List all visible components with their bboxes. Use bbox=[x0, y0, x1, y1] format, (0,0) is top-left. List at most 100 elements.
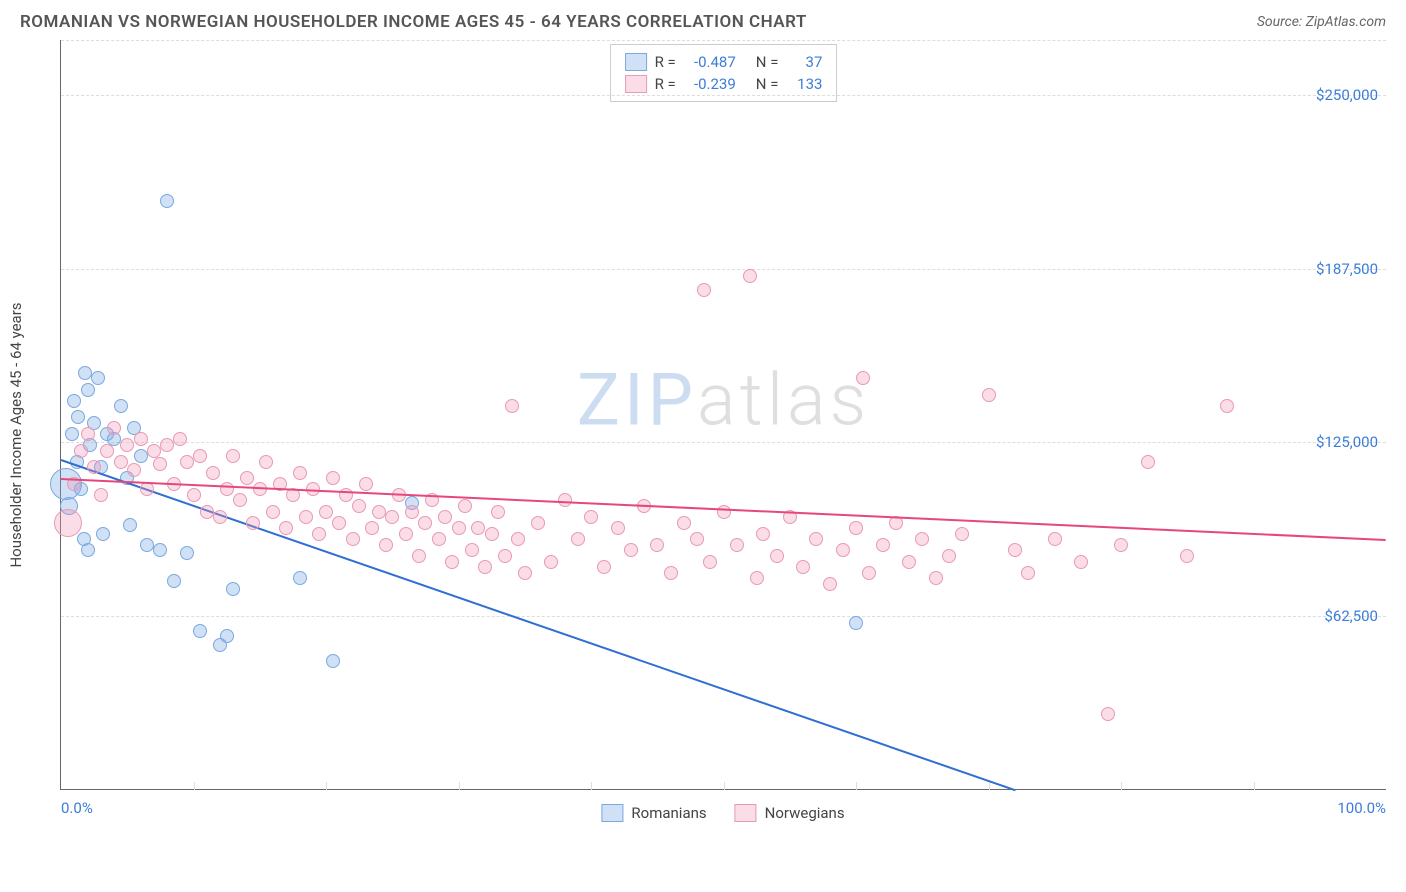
data-point-norwegians bbox=[153, 457, 167, 471]
swatch-norwegians bbox=[625, 75, 647, 93]
data-point-romanians bbox=[71, 410, 85, 424]
data-point-romanians bbox=[65, 427, 79, 441]
data-point-norwegians bbox=[87, 460, 101, 474]
chart-container: Householder Income Ages 45 - 64 years ZI… bbox=[60, 40, 1386, 830]
data-point-norwegians bbox=[160, 438, 174, 452]
x-tick bbox=[1254, 782, 1255, 790]
data-point-norwegians bbox=[206, 466, 220, 480]
data-point-norwegians bbox=[266, 505, 280, 519]
data-point-norwegians bbox=[485, 527, 499, 541]
data-point-romanians bbox=[326, 654, 340, 668]
x-tick-min: 0.0% bbox=[61, 799, 93, 817]
data-point-norwegians bbox=[511, 532, 525, 546]
legend-label: Norwegians bbox=[765, 804, 845, 822]
chart-title: ROMANIAN VS NORWEGIAN HOUSEHOLDER INCOME… bbox=[20, 12, 807, 32]
data-point-romanians bbox=[91, 371, 105, 385]
data-point-romanians bbox=[153, 543, 167, 557]
data-point-norwegians bbox=[359, 477, 373, 491]
data-point-norwegians bbox=[624, 543, 638, 557]
data-point-norwegians bbox=[465, 543, 479, 557]
data-point-norwegians bbox=[326, 471, 340, 485]
x-tick bbox=[459, 782, 460, 790]
data-point-norwegians bbox=[458, 499, 472, 513]
data-point-norwegians bbox=[114, 455, 128, 469]
data-point-norwegians bbox=[1114, 538, 1128, 552]
data-point-romanians bbox=[114, 399, 128, 413]
data-point-norwegians bbox=[81, 427, 95, 441]
data-point-norwegians bbox=[650, 538, 664, 552]
data-point-norwegians bbox=[796, 560, 810, 574]
data-point-norwegians bbox=[120, 438, 134, 452]
data-point-norwegians bbox=[836, 543, 850, 557]
data-point-norwegians bbox=[180, 455, 194, 469]
data-point-romanians bbox=[849, 616, 863, 630]
bottom-legend: RomaniansNorwegians bbox=[601, 804, 844, 822]
data-point-norwegians bbox=[697, 283, 711, 297]
y-axis-label: Householder Income Ages 45 - 64 years bbox=[7, 302, 25, 567]
x-tick bbox=[856, 782, 857, 790]
data-point-norwegians bbox=[352, 499, 366, 513]
data-point-norwegians bbox=[107, 421, 121, 435]
watermark-atlas: atlas bbox=[697, 357, 870, 442]
data-point-norwegians bbox=[193, 449, 207, 463]
gridline-h bbox=[61, 95, 1386, 96]
x-tick bbox=[724, 782, 725, 790]
data-point-norwegians bbox=[478, 560, 492, 574]
data-point-norwegians bbox=[677, 516, 691, 530]
data-point-norwegians bbox=[200, 505, 214, 519]
stat-r-label: R = bbox=[655, 75, 676, 93]
data-point-romanians bbox=[180, 546, 194, 560]
data-point-norwegians bbox=[876, 538, 890, 552]
data-point-norwegians bbox=[319, 505, 333, 519]
y-tick-label: $125,000 bbox=[1316, 433, 1378, 451]
data-point-norwegians bbox=[544, 555, 558, 569]
data-point-norwegians bbox=[1021, 566, 1035, 580]
data-point-norwegians bbox=[1180, 549, 1194, 563]
data-point-norwegians bbox=[505, 399, 519, 413]
data-point-norwegians bbox=[498, 549, 512, 563]
data-point-norwegians bbox=[94, 488, 108, 502]
data-point-norwegians bbox=[299, 510, 313, 524]
data-point-norwegians bbox=[379, 538, 393, 552]
data-point-norwegians bbox=[1048, 532, 1062, 546]
legend-item-norwegians: Norwegians bbox=[735, 804, 845, 822]
data-point-norwegians bbox=[240, 471, 254, 485]
data-point-norwegians bbox=[372, 505, 386, 519]
data-point-norwegians bbox=[743, 269, 757, 283]
data-point-norwegians bbox=[471, 521, 485, 535]
data-point-norwegians bbox=[571, 532, 585, 546]
data-point-romanians bbox=[78, 366, 92, 380]
data-point-norwegians bbox=[332, 516, 346, 530]
data-point-norwegians bbox=[385, 510, 399, 524]
data-point-norwegians bbox=[226, 449, 240, 463]
data-point-norwegians bbox=[849, 521, 863, 535]
data-point-norwegians bbox=[312, 527, 326, 541]
data-point-norwegians bbox=[74, 444, 88, 458]
data-point-norwegians bbox=[982, 388, 996, 402]
gridline-h bbox=[61, 269, 1386, 270]
swatch-norwegians bbox=[735, 804, 757, 822]
data-point-norwegians bbox=[127, 463, 141, 477]
watermark: ZIPatlas bbox=[577, 357, 870, 442]
data-point-norwegians bbox=[365, 521, 379, 535]
data-point-norwegians bbox=[770, 549, 784, 563]
stats-row-romanians: R =-0.487N =37 bbox=[625, 51, 823, 73]
y-tick-label: $62,500 bbox=[1324, 607, 1378, 625]
stat-n-value: 37 bbox=[786, 53, 822, 71]
data-point-norwegians bbox=[690, 532, 704, 546]
data-point-romanians bbox=[81, 383, 95, 397]
data-point-norwegians bbox=[418, 516, 432, 530]
data-point-norwegians bbox=[412, 549, 426, 563]
stat-r-label: R = bbox=[655, 53, 676, 71]
trend-line-norwegians bbox=[61, 478, 1386, 541]
data-point-norwegians bbox=[750, 571, 764, 585]
data-point-norwegians bbox=[518, 566, 532, 580]
data-point-norwegians bbox=[346, 532, 360, 546]
data-point-norwegians bbox=[1141, 455, 1155, 469]
data-point-norwegians bbox=[1220, 399, 1234, 413]
gridline-h bbox=[61, 442, 1386, 443]
data-point-norwegians bbox=[246, 516, 260, 530]
x-tick bbox=[591, 782, 592, 790]
data-point-norwegians bbox=[1074, 555, 1088, 569]
data-point-romanians bbox=[167, 574, 181, 588]
